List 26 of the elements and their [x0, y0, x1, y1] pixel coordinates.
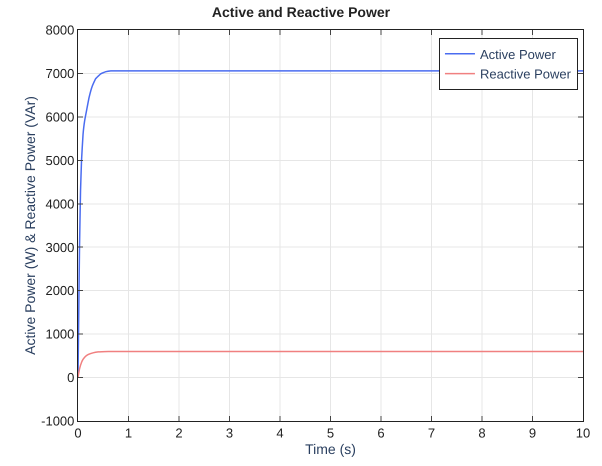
y-tick-label: 3000	[45, 240, 74, 255]
y-tick-label: -1000	[41, 414, 74, 429]
y-tick-label: 2000	[45, 283, 74, 298]
x-axis-title: Time (s)	[305, 440, 356, 457]
x-tick-label: 3	[226, 426, 234, 441]
legend-label: Reactive Power	[480, 66, 572, 82]
chart-title: Active and Reactive Power	[212, 4, 391, 20]
x-tick-label: 8	[478, 426, 486, 441]
y-axis-title: Active Power (W) & Reactive Power (VAr)	[22, 96, 38, 355]
y-tick-label: 6000	[45, 109, 74, 124]
x-tick-label: 1	[124, 426, 132, 441]
y-tick-label: 1000	[45, 326, 74, 342]
x-tick-label: 7	[428, 426, 436, 441]
x-tick-label: 10	[576, 426, 590, 441]
y-tick-label: 0	[67, 370, 74, 386]
x-tick-label: 5	[326, 426, 334, 441]
y-tick-label: 8000	[45, 22, 74, 38]
x-tick-label: 4	[276, 426, 284, 441]
legend-label: Active Power	[480, 46, 556, 62]
line-series	[78, 350, 583, 378]
y-tick-label: 5000	[45, 152, 74, 168]
y-tick-label: 7000	[45, 66, 74, 81]
x-tick-label: 6	[377, 426, 385, 441]
x-tick-label: 2	[175, 426, 183, 441]
x-tick-label: 9	[528, 426, 536, 441]
y-tick-label: 4000	[45, 196, 74, 212]
